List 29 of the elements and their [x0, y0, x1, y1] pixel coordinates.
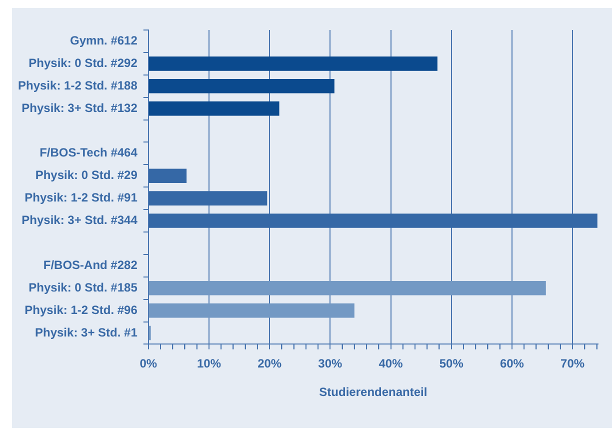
- x-tick-label: 70%: [560, 356, 585, 371]
- bar: [148, 303, 354, 318]
- x-tick-label: 0%: [140, 356, 158, 371]
- x-tick-label: 40%: [378, 356, 404, 371]
- y-tick-label: Physik: 1-2 Std. #96: [24, 302, 138, 317]
- x-tick-label: 10%: [196, 356, 222, 371]
- bar: [148, 191, 268, 206]
- y-tick-label: Physik: 3+ Std. #1: [35, 325, 138, 340]
- bar: [148, 56, 438, 71]
- x-tick-label: 50%: [439, 356, 464, 371]
- x-axis-title: Studierendenanteil: [319, 385, 428, 400]
- y-tick-label: Physik: 3+ Std. #132: [22, 100, 138, 115]
- bar: [148, 280, 546, 296]
- x-tick-label: 20%: [258, 356, 282, 371]
- y-tick-label: Physik: 0 Std. #292: [28, 56, 138, 70]
- y-tick-label: Gymn. #612: [70, 34, 138, 48]
- bar: [148, 168, 187, 184]
- y-tick-label: Physik: 0 Std. #29: [35, 168, 138, 182]
- y-tick-label: Physik: 3+ Std. #344: [22, 213, 138, 228]
- y-tick-label: Physik: 1-2 Std. #91: [24, 190, 138, 205]
- y-tick-label: F/BOS-Tech #464: [40, 146, 138, 160]
- bar: [148, 214, 598, 228]
- bar: [148, 101, 280, 116]
- y-tick-label: F/BOS-And #282: [43, 258, 138, 272]
- x-tick-label: 30%: [318, 356, 343, 371]
- bar: [148, 78, 334, 94]
- y-tick-label: Physik: 1-2 Std. #188: [18, 78, 138, 92]
- y-tick-label: Physik: 0 Std. #185: [28, 280, 138, 294]
- x-tick-label: 60%: [500, 356, 524, 371]
